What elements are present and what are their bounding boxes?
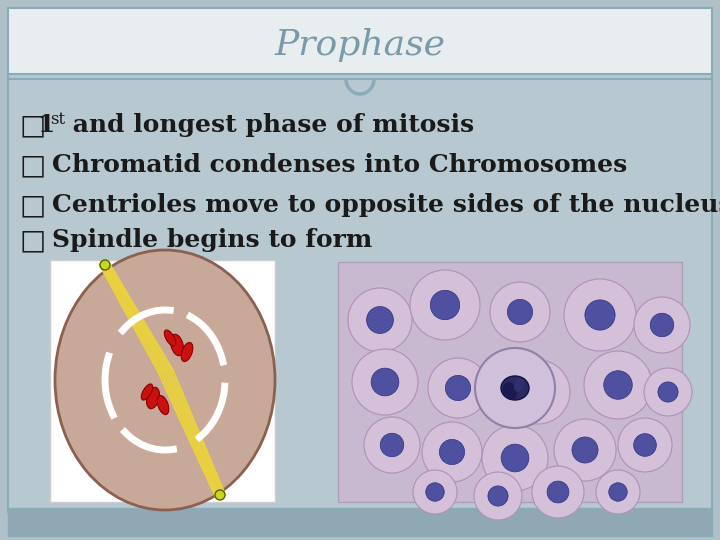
Text: Chromatid condenses into Chromosomes: Chromatid condenses into Chromosomes: [52, 153, 627, 177]
FancyBboxPatch shape: [50, 260, 275, 502]
Circle shape: [446, 375, 471, 401]
Text: □: □: [20, 151, 46, 179]
Circle shape: [100, 260, 110, 270]
Ellipse shape: [501, 376, 529, 400]
Circle shape: [475, 348, 555, 428]
Circle shape: [490, 282, 550, 342]
Circle shape: [366, 307, 393, 333]
Ellipse shape: [141, 384, 153, 400]
Circle shape: [413, 470, 457, 514]
FancyBboxPatch shape: [8, 74, 712, 512]
Circle shape: [488, 486, 508, 506]
Circle shape: [215, 490, 225, 500]
Circle shape: [547, 481, 569, 503]
Circle shape: [585, 300, 615, 330]
Text: 1: 1: [38, 113, 55, 137]
Circle shape: [658, 382, 678, 402]
Circle shape: [380, 433, 404, 457]
Ellipse shape: [157, 395, 168, 415]
Text: Prophase: Prophase: [274, 28, 446, 62]
Text: and longest phase of mitosis: and longest phase of mitosis: [64, 113, 474, 137]
Text: □: □: [20, 226, 46, 254]
Circle shape: [644, 368, 692, 416]
Circle shape: [482, 425, 548, 491]
Text: st: st: [50, 111, 65, 129]
Circle shape: [554, 419, 616, 481]
Circle shape: [422, 422, 482, 482]
FancyBboxPatch shape: [8, 8, 712, 80]
Text: Spindle begins to form: Spindle begins to form: [52, 228, 372, 252]
Text: □: □: [20, 191, 46, 219]
Circle shape: [525, 379, 552, 406]
Circle shape: [634, 297, 690, 353]
Circle shape: [506, 360, 570, 424]
Circle shape: [428, 358, 488, 418]
Circle shape: [410, 270, 480, 340]
Circle shape: [348, 288, 412, 352]
Circle shape: [364, 417, 420, 473]
FancyBboxPatch shape: [338, 262, 682, 502]
Circle shape: [618, 418, 672, 472]
Circle shape: [596, 470, 640, 514]
FancyBboxPatch shape: [8, 508, 712, 536]
Ellipse shape: [181, 342, 193, 362]
Circle shape: [431, 291, 459, 320]
Circle shape: [532, 466, 584, 518]
Text: □: □: [20, 111, 46, 139]
Circle shape: [564, 279, 636, 351]
Ellipse shape: [164, 330, 176, 346]
Circle shape: [609, 483, 627, 501]
Ellipse shape: [55, 250, 275, 510]
Circle shape: [603, 371, 632, 399]
Circle shape: [371, 368, 399, 396]
Circle shape: [439, 440, 464, 464]
Circle shape: [634, 434, 657, 456]
Ellipse shape: [171, 334, 184, 356]
Circle shape: [572, 437, 598, 463]
Circle shape: [584, 351, 652, 419]
Circle shape: [426, 483, 444, 501]
Text: Centrioles move to opposite sides of the nucleus: Centrioles move to opposite sides of the…: [52, 193, 720, 217]
Ellipse shape: [147, 387, 159, 409]
Circle shape: [650, 313, 674, 337]
Circle shape: [474, 472, 522, 520]
Circle shape: [352, 349, 418, 415]
Ellipse shape: [503, 382, 517, 400]
Circle shape: [508, 299, 533, 325]
Ellipse shape: [514, 378, 524, 392]
Circle shape: [501, 444, 529, 472]
